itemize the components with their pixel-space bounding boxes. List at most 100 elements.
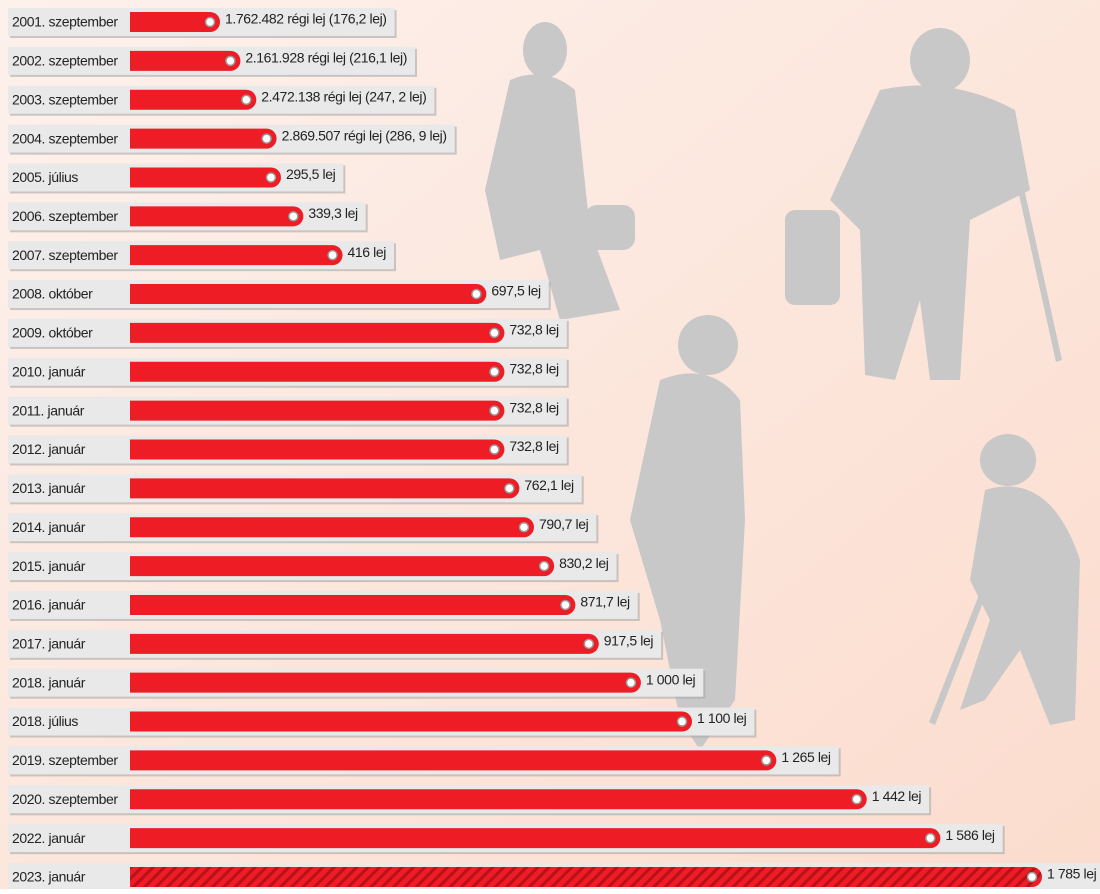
bar-knob	[490, 367, 499, 376]
bar	[130, 245, 343, 265]
bar	[130, 129, 277, 149]
value-label: 732,8 lej	[509, 399, 559, 415]
bar	[130, 401, 504, 421]
value-label: 1.762.482 régi lej (176,2 lej)	[225, 11, 387, 27]
bar-knob	[490, 328, 499, 337]
bar-knob	[519, 523, 528, 532]
bar-knob	[1028, 873, 1037, 882]
bar-knob	[262, 134, 271, 143]
bar-knob	[206, 18, 215, 27]
value-label: 1 100 lej	[697, 710, 747, 726]
category-label: 2017. január	[12, 636, 86, 652]
value-label: 732,8 lej	[509, 322, 559, 338]
row: 2015. január 830,2 lej	[8, 552, 619, 582]
bar-knob	[505, 484, 514, 493]
value-label: 762,1 lej	[524, 477, 574, 493]
bar	[130, 634, 599, 654]
category-label: 2006. szeptember	[12, 208, 118, 224]
value-label: 2.161.928 régi lej (216,1 lej)	[245, 50, 407, 66]
row: 2022. január 1 586 lej	[8, 824, 1005, 854]
value-label: 830,2 lej	[559, 555, 609, 571]
category-label: 2014. január	[12, 519, 86, 535]
value-label: 871,7 lej	[580, 594, 630, 610]
bar	[130, 167, 281, 187]
category-label: 2002. szeptember	[12, 53, 118, 69]
row: 2020. szeptember 1 442 lej	[8, 785, 931, 815]
bar-knob	[242, 95, 251, 104]
bar-knob	[490, 445, 499, 454]
value-label: 1 586 lej	[945, 827, 995, 843]
value-label: 917,5 lej	[604, 633, 654, 649]
row: 2002. szeptember 2.161.928 régi lej (216,…	[8, 47, 417, 77]
value-label: 697,5 lej	[491, 283, 541, 299]
value-label: 732,8 lej	[509, 438, 559, 454]
bar	[130, 362, 504, 382]
value-label: 1 785 lej	[1047, 866, 1097, 882]
bar-knob	[584, 639, 593, 648]
bar-knob	[561, 600, 570, 609]
value-label: 790,7 lej	[539, 516, 589, 532]
category-label: 2016. január	[12, 597, 86, 613]
bar	[130, 323, 504, 343]
value-label: 1 442 lej	[872, 788, 922, 804]
category-label: 2005. július	[12, 169, 78, 185]
bar	[130, 284, 486, 304]
bar-knob	[926, 834, 935, 843]
bar	[130, 478, 519, 498]
category-label: 2009. október	[12, 325, 93, 341]
bar-knob	[678, 717, 687, 726]
category-label: 2010. január	[12, 363, 86, 379]
category-label: 2015. január	[12, 558, 86, 574]
bar-knob	[852, 795, 861, 804]
category-label: 2023. január	[12, 869, 86, 885]
bar	[130, 556, 554, 576]
category-label: 2020. szeptember	[12, 791, 118, 807]
row: 2013. január 762,1 lej	[8, 474, 584, 504]
value-label: 1 000 lej	[646, 671, 696, 687]
bar-knob	[289, 212, 298, 221]
bar-knob	[266, 173, 275, 182]
bar	[130, 595, 575, 615]
bar	[130, 867, 1042, 887]
row: 2008. október 697,5 lej	[8, 280, 551, 310]
bar	[130, 828, 940, 848]
category-label: 2022. január	[12, 830, 86, 846]
row: 2023. január 1 785 lej	[8, 863, 1100, 889]
bar	[130, 673, 641, 693]
category-label: 2001. szeptember	[12, 14, 118, 30]
category-label: 2019. szeptember	[12, 752, 118, 768]
bar	[130, 789, 867, 809]
bar	[130, 712, 692, 732]
row: 2003. szeptember 2.472.138 régi lej (247,…	[8, 86, 436, 116]
bar-knob	[226, 56, 235, 65]
page: {"chart_data": {"type": "bar", "orientat…	[0, 0, 1100, 889]
value-label: 416 lej	[348, 244, 387, 260]
value-label: 2.472.138 régi lej (247, 2 lej)	[261, 88, 426, 104]
bar	[130, 440, 504, 460]
category-label: 2011. január	[12, 402, 85, 418]
row: 2018. január1 000 lej	[8, 669, 705, 699]
category-label: 2018. július	[12, 713, 78, 729]
row: 2017. január 917,5 lej	[8, 630, 663, 660]
row: 2010. január 732,8 lej	[8, 358, 569, 388]
row: 2001. szeptember 1.762.482 régi lej (176,…	[8, 8, 397, 38]
category-label: 2013. január	[12, 480, 86, 496]
category-label: 2008. október	[12, 286, 93, 302]
row: 2009. október 732,8 lej	[8, 319, 569, 349]
value-label: 732,8 lej	[509, 360, 559, 376]
row: 2019. szeptember 1 265 lej	[8, 746, 841, 776]
value-label: 1 265 lej	[781, 749, 831, 765]
row: 2014. január 790,7 lej	[8, 513, 598, 543]
row: 2018. július 1 100 lej	[8, 708, 756, 738]
bar-knob	[472, 290, 481, 299]
row: 2016. január 871,7 lej	[8, 591, 640, 621]
category-label: 2004. szeptember	[12, 130, 118, 146]
bar	[130, 517, 534, 537]
bar	[130, 51, 240, 71]
value-label: 339,3 lej	[308, 205, 358, 221]
category-label: 2003. szeptember	[12, 91, 118, 107]
category-label: 2007. szeptember	[12, 247, 118, 263]
